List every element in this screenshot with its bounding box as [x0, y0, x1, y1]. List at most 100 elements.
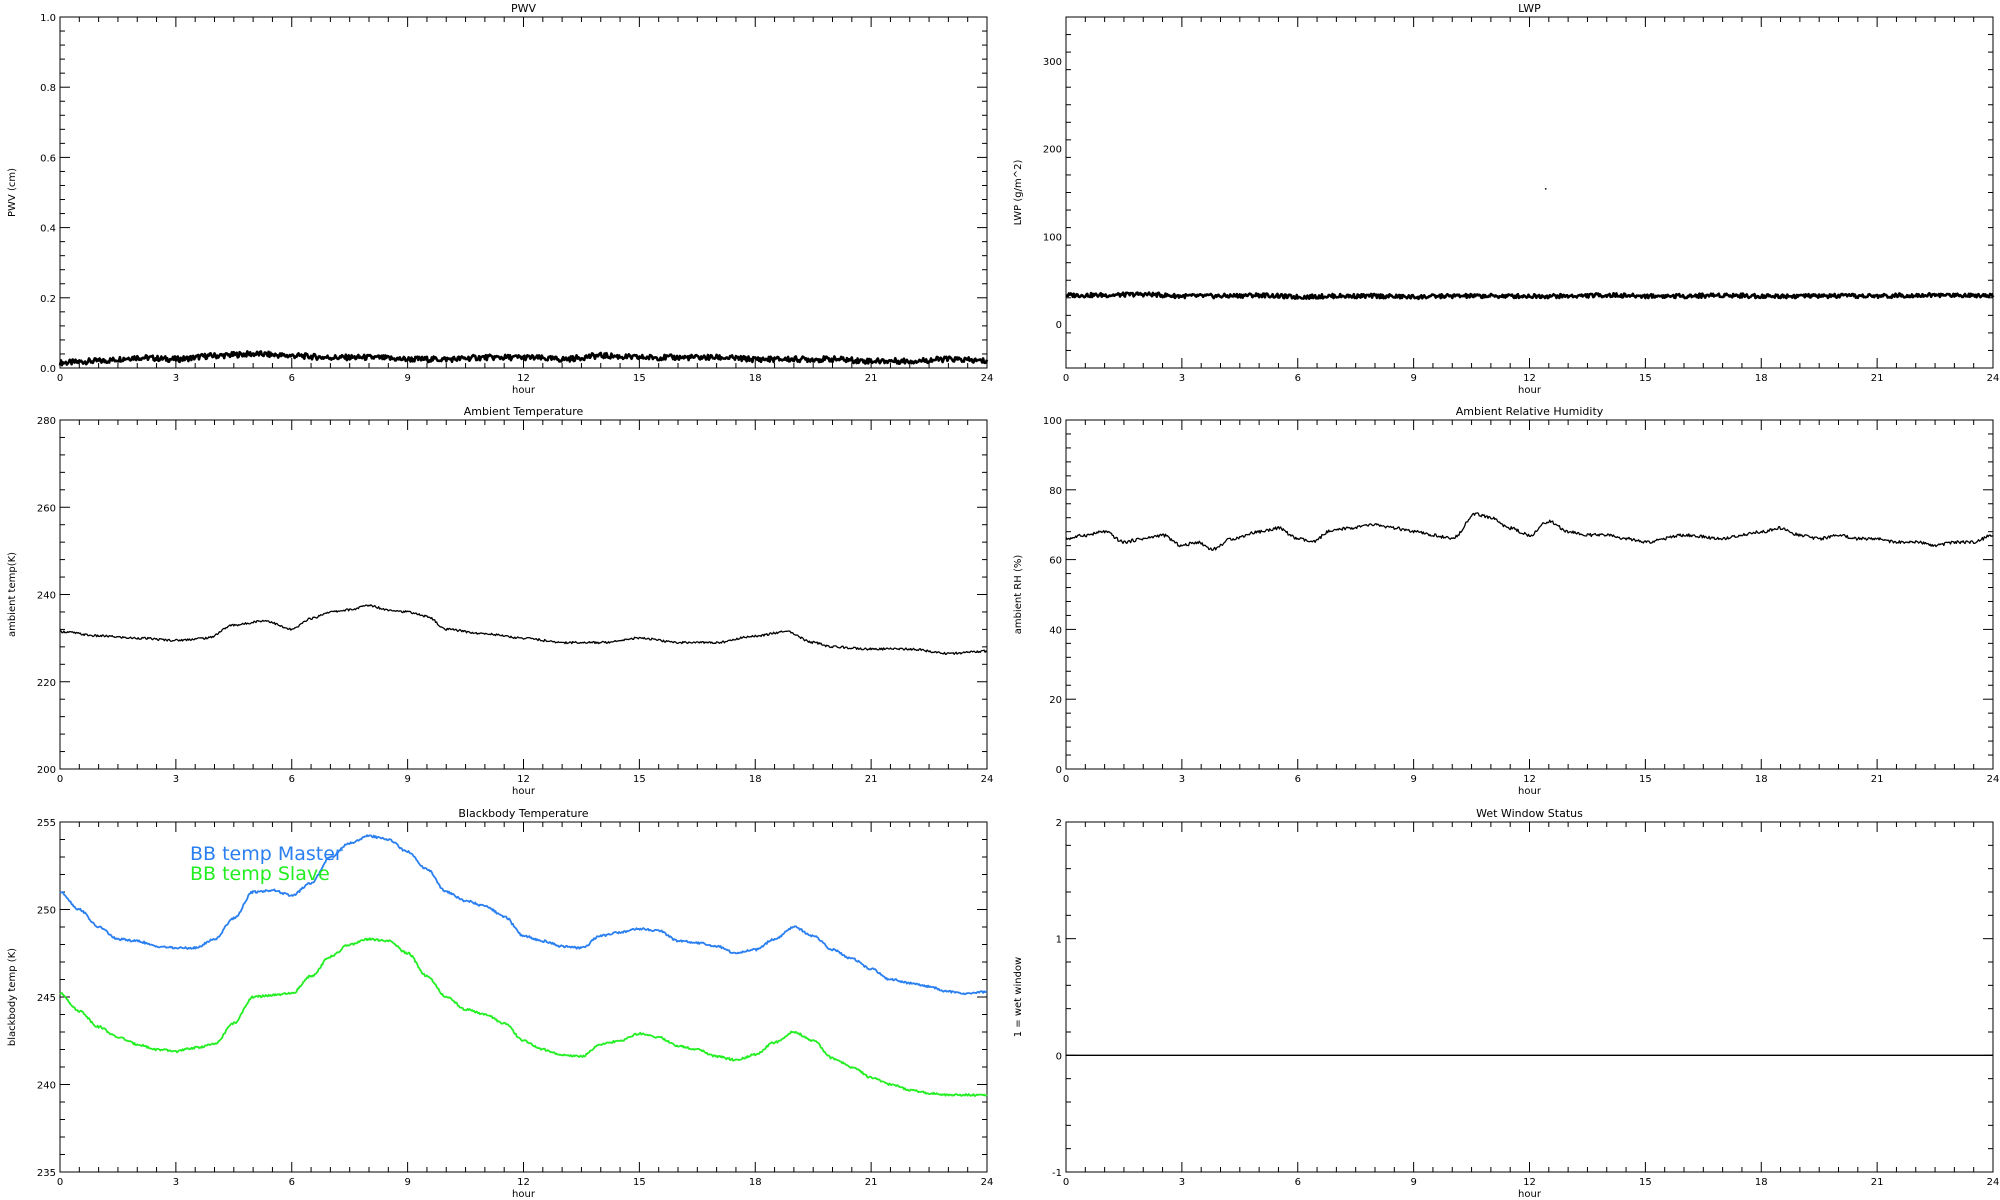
wet-window-x-tick-label: 9: [1410, 1177, 1416, 1188]
pwv-x-tick-label: 24: [981, 373, 994, 384]
ambient-rh-y-tick-label: 60: [1049, 556, 1062, 567]
lwp-x-tick-label: 21: [1871, 373, 1884, 384]
ambient-rh-title: Ambient Relative Humidity: [1456, 405, 1604, 418]
pwv-x-tick-label: 0: [57, 373, 63, 384]
pwv-x-tick-label: 3: [173, 373, 179, 384]
wet-window-x-tick-label: 24: [1987, 1177, 2000, 1188]
blackbody-temperature-panel: Blackbody Temperature hour blackbody temp …: [7, 807, 993, 1200]
lwp-outlier-point: [1544, 188, 1547, 190]
wet-window-y-tick-label: 0: [1056, 1051, 1062, 1062]
ambient-rh-x-tick-label: 18: [1755, 774, 1768, 785]
blackbody-temperature-x-tick-label: 15: [633, 1177, 646, 1188]
wet-window-plot-frame: [1065, 821, 1994, 1173]
lwp-panel: LWP hour LWP (g/m^2) 0 3 6 9 12 15 18 21 24 0 100 200 3…: [1013, 2, 1999, 396]
blackbody-temperature-x-tick-label: 12: [517, 1177, 530, 1188]
ambient-temperature-x-tick-label: 6: [289, 774, 295, 785]
pwv-x-tick-label: 12: [517, 373, 530, 384]
ambient-rh-x-axis-label: hour: [1518, 786, 1542, 797]
ambient-temperature-x-tick-label: 9: [404, 774, 410, 785]
wet-window-x-tick-label: 12: [1523, 1177, 1536, 1188]
blackbody-temperature-series-line-bb-temp-slave: [59, 937, 988, 1097]
lwp-series-line: [1065, 291, 1995, 301]
ambient-rh-y-tick-label: 0: [1056, 765, 1062, 776]
blackbody-temperature-y-axis-label: blackbody temp (K): [7, 948, 18, 1046]
blackbody-temperature-x-tick-label: 9: [404, 1177, 410, 1188]
ambient-temperature-y-tick-label: 280: [37, 416, 56, 427]
wet-window-y-tick-label: -1: [1052, 1168, 1062, 1179]
wet-window-x-tick-label: 3: [1179, 1177, 1185, 1188]
lwp-title: LWP: [1518, 2, 1541, 15]
blackbody-temperature-x-tick-label: 24: [981, 1177, 994, 1188]
wet-window-title: Wet Window Status: [1476, 807, 1583, 820]
blackbody-temperature-x-axis-label: hour: [512, 1189, 536, 1200]
ambient-temperature-x-tick-label: 3: [173, 774, 179, 785]
pwv-x-tick-label: 6: [289, 373, 295, 384]
wet-window-y-axis-label: 1 = wet window: [1013, 957, 1024, 1037]
lwp-y-tick-label: 200: [1043, 145, 1062, 156]
blackbody-temperature-series-line-bb-temp-master: [59, 834, 988, 996]
lwp-x-tick-label: 15: [1639, 373, 1652, 384]
ambient-rh-x-tick-label: 24: [1987, 774, 2000, 785]
blackbody-temperature-y-tick-label: 255: [37, 818, 56, 829]
pwv-y-tick-label: 0.8: [40, 83, 56, 94]
ambient-temperature-series-line: [59, 604, 988, 656]
pwv-x-tick-label: 15: [633, 373, 646, 384]
ambient-rh-x-tick-label: 15: [1639, 774, 1652, 785]
ambient-rh-plot-frame: [1065, 419, 1994, 770]
ambient-temperature-x-tick-label: 12: [517, 774, 530, 785]
ambient-temperature-y-tick-label: 200: [37, 765, 56, 776]
ambient-rh-series-line: [1065, 512, 1994, 551]
pwv-title: PWV: [511, 2, 537, 15]
pwv-y-tick-label: 0.0: [40, 364, 56, 375]
ambient-rh-x-tick-label: 9: [1410, 774, 1416, 785]
blackbody-temperature-y-tick-label: 245: [37, 993, 56, 1004]
pwv-x-axis-label: hour: [512, 385, 536, 396]
wet-window-x-tick-label: 15: [1639, 1177, 1652, 1188]
ambient-temperature-x-tick-label: 18: [749, 774, 762, 785]
pwv-series-line: [58, 350, 989, 367]
ambient-temperature-title: Ambient Temperature: [464, 405, 584, 418]
wet-window-x-tick-label: 6: [1295, 1177, 1301, 1188]
ambient-temperature-y-tick-label: 260: [37, 503, 56, 514]
lwp-y-axis-label: LWP (g/m^2): [1013, 160, 1024, 226]
lwp-y-tick-label: 100: [1043, 232, 1062, 243]
blackbody-temperature-y-tick-label: 235: [37, 1168, 56, 1179]
pwv-y-axis-label: PWV (cm): [7, 168, 18, 217]
blackbody-temperature-x-tick-label: 6: [289, 1177, 295, 1188]
blackbody-temperature-y-tick-label: 250: [37, 906, 56, 917]
ambient-temperature-x-tick-label: 24: [981, 774, 994, 785]
ambient-rh-y-tick-label: 20: [1049, 695, 1062, 706]
ambient-temperature-y-tick-label: 220: [37, 678, 56, 689]
pwv-y-tick-label: 0.4: [40, 224, 56, 235]
ambient-rh-y-tick-label: 100: [1043, 416, 1062, 427]
blackbody-temperature-title: Blackbody Temperature: [458, 807, 588, 820]
blackbody-temperature-y-tick-label: 240: [37, 1081, 56, 1092]
ambient-rh-x-tick-label: 12: [1523, 774, 1536, 785]
pwv-x-tick-label: 18: [749, 373, 762, 384]
pwv-panel: PWV hour PWV (cm) 0 3 6 9 12 15 18 21 24 0.0 0.2 0.4 0.…: [7, 2, 993, 396]
lwp-y-tick-label: 0: [1056, 320, 1062, 331]
ambient-temperature-plot-frame: [59, 419, 988, 770]
ambient-rh-y-axis-label: ambient RH (%): [1013, 555, 1024, 635]
ambient-rh-x-tick-label: 3: [1179, 774, 1185, 785]
lwp-y-tick-label: 300: [1043, 57, 1062, 68]
pwv-y-tick-label: 1.0: [40, 13, 56, 24]
pwv-y-tick-label: 0.6: [40, 153, 56, 164]
ambient-temperature-y-tick-label: 240: [37, 591, 56, 602]
pwv-plot-frame: [59, 16, 988, 369]
ambient-temperature-x-axis-label: hour: [512, 786, 536, 797]
ambient-temperature-x-tick-label: 15: [633, 774, 646, 785]
ambient-rh-x-tick-label: 0: [1063, 774, 1069, 785]
ambient-temperature-y-axis-label: ambient temp(K): [7, 552, 18, 637]
lwp-x-tick-label: 9: [1410, 373, 1416, 384]
lwp-x-tick-label: 24: [1987, 373, 2000, 384]
pwv-x-tick-label: 21: [865, 373, 878, 384]
lwp-x-tick-label: 6: [1295, 373, 1301, 384]
lwp-x-axis-label: hour: [1518, 385, 1542, 396]
lwp-x-tick-label: 0: [1063, 373, 1069, 384]
ambient-rh-x-tick-label: 21: [1871, 774, 1884, 785]
wet-window-x-tick-label: 18: [1755, 1177, 1768, 1188]
wet-window-x-tick-label: 0: [1063, 1177, 1069, 1188]
lwp-x-tick-label: 3: [1179, 373, 1185, 384]
lwp-plot-frame: [1065, 16, 1994, 369]
